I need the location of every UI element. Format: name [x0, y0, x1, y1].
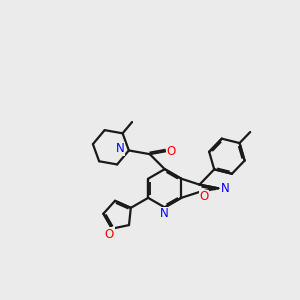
Text: N: N	[160, 207, 169, 220]
Text: O: O	[105, 228, 114, 241]
Text: N: N	[220, 182, 229, 195]
Text: O: O	[200, 190, 208, 203]
Text: N: N	[116, 142, 124, 155]
Text: O: O	[167, 145, 176, 158]
